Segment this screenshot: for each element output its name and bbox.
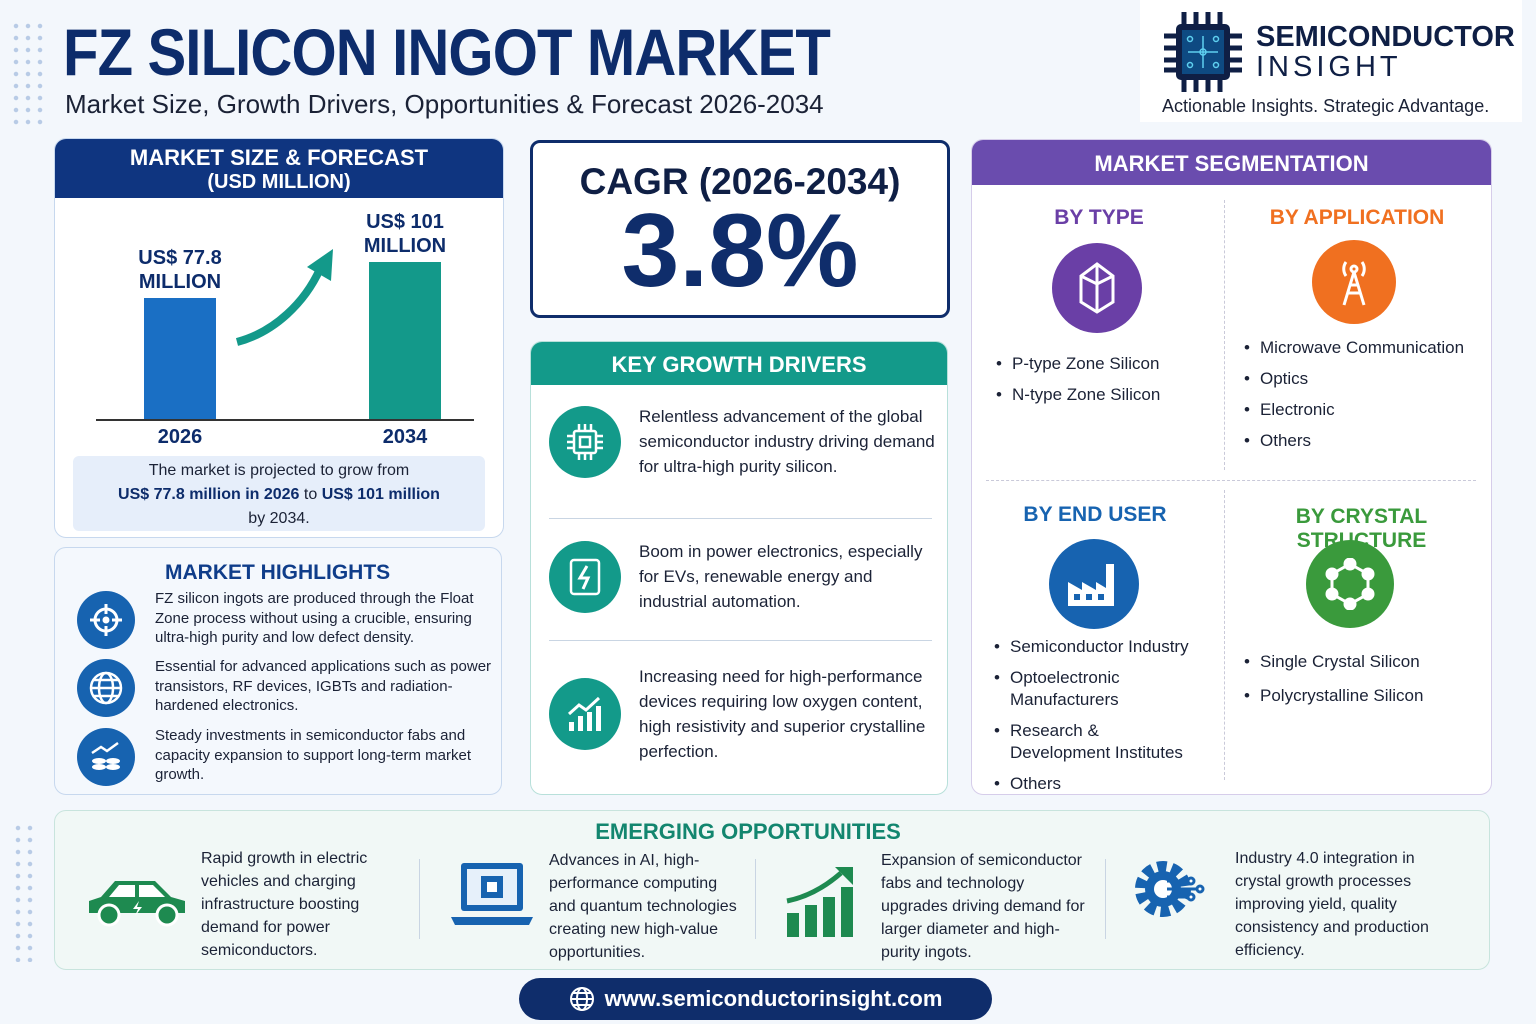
segment-item: N-type Zone Silicon [996,384,1160,406]
segment-item: Semiconductor Industry [994,636,1194,658]
chip-logo-icon [1164,12,1242,92]
power-device-icon [549,540,621,613]
decorative-dots [12,822,36,962]
bar-data-label: US$ 101 MILLION [363,211,447,258]
divider [1105,859,1106,939]
divider [549,518,932,519]
segment-item: Polycrystalline Silicon [1244,685,1423,707]
cagr-label: CAGR (2026-2034) [579,161,901,202]
divider [549,640,932,641]
cagr-value: 3.8% [621,193,859,309]
website-link[interactable]: www.semiconductorinsight.com [519,978,992,1020]
growth-arrow-icon [235,249,333,346]
market-highlights-panel: MARKET HIGHLIGHTS FZ silicon ingots are … [54,547,502,795]
market-segmentation-panel: MARKET SEGMENTATION BY TYPE P-type Zone … [971,139,1492,795]
globe-icon [569,987,594,1011]
chip-icon [549,405,621,478]
electric-car-icon [89,881,185,927]
segment-item: Single Crystal Silicon [1244,651,1423,673]
highlight-item: FZ silicon ingots are produced through t… [77,590,495,649]
page-title: FZ SILICON INGOT MARKET [63,15,831,89]
logo-name: SEMICONDUCTOR INSIGHT [1256,21,1515,83]
segment-item: Optoelectronic Manufacturers [994,667,1184,711]
growth-drivers-panel: KEY GROWTH DRIVERS Relentless advancemen… [530,341,948,795]
by-type-list: P-type Zone Silicon N-type Zone Silicon [996,353,1160,415]
growth-chart-icon [549,678,621,750]
divider [755,859,756,939]
bar-2026 [144,298,216,419]
by-end-user-list: Semiconductor Industry Optoelectronic Ma… [994,636,1194,794]
driver-text: Increasing need for high-performance dev… [639,667,926,761]
investment-growth-icon [77,728,135,786]
divider [986,480,1476,481]
divider [419,859,420,939]
crystal-icon [1052,243,1142,333]
opportunities-title: EMERGING OPPORTUNITIES [595,819,901,844]
factory-icon [1049,539,1139,629]
x-tick-label: 2034 [382,426,428,448]
market-summary: The market is projected to grow from US$… [73,456,485,531]
driver-item: Increasing need for high-performance dev… [549,664,939,764]
opportunity-text: Industry 4.0 integration in crystal grow… [1235,850,1429,959]
gear-circuit-icon [1135,861,1205,917]
laptop-chip-icon [451,863,533,925]
emerging-opportunities-panel: EMERGING OPPORTUNITIES Rapid growth in e… [54,810,1490,970]
market-size-header: MARKET SIZE & FORECAST (USD MILLION) [55,139,503,198]
molecule-icon [1306,540,1394,628]
highlight-item: Steady investments in semiconductor fabs… [77,727,495,786]
segment-item: Electronic [1244,399,1464,421]
segment-item: Others [994,773,1194,794]
segment-item: Others [1244,430,1464,452]
by-application-title: BY APPLICATION [1269,206,1445,229]
cagr-box: CAGR (2026-2034) 3.8% [530,140,950,318]
market-size-panel: MARKET SIZE & FORECAST (USD MILLION) US$ … [54,138,504,538]
highlights-title: MARKET HIGHLIGHTS [165,561,391,584]
globe-icon [77,659,135,717]
driver-item: Relentless advancement of the global sem… [549,404,939,479]
opportunity-text: Advances in AI, high-performance computi… [549,852,737,961]
website-url: www.semiconductorinsight.com [604,986,943,1011]
logo-tagline: Actionable Insights. Strategic Advantage… [1162,96,1490,116]
brand-logo: SEMICONDUCTOR INSIGHT Actionable Insights… [1140,0,1522,122]
highlight-item: Essential for advanced applications such… [77,658,495,717]
highlight-text: Steady investments in semiconductor fabs… [155,727,471,783]
segment-item: Research & Development Institutes [994,720,1194,764]
divider [1224,200,1225,470]
drivers-header: KEY GROWTH DRIVERS [531,342,947,385]
by-crystal-structure-list: Single Crystal Silicon Polycrystalline S… [1244,651,1423,716]
by-type-title: BY TYPE [1054,206,1144,229]
opportunity-text: Expansion of semiconductor fabs and tech… [881,852,1085,961]
segment-item: Optics [1244,368,1464,390]
target-icon [77,591,135,649]
x-tick-label: 2026 [157,426,203,448]
segmentation-header: MARKET SEGMENTATION [972,140,1491,185]
driver-text: Relentless advancement of the global sem… [639,407,935,476]
decorative-dots [10,20,46,130]
page-subtitle: Market Size, Growth Drivers, Opportuniti… [65,89,824,119]
opportunity-text: Rapid growth in electric vehicles and ch… [201,850,368,959]
highlight-text: FZ silicon ingots are produced through t… [155,590,474,646]
antenna-tower-icon [1312,240,1396,324]
driver-item: Boom in power electronics, especially fo… [549,539,939,614]
divider [1224,490,1225,780]
bar-2034 [369,262,441,419]
bar-data-label: US$ 77.8 MILLION [138,247,222,294]
segment-item: Microwave Communication [1244,337,1464,359]
driver-text: Boom in power electronics, especially fo… [639,542,923,611]
market-bar-chart: US$ 77.8 MILLION 2026 US$ 101 MILLION 2034 [55,139,503,459]
chart-baseline [96,419,474,421]
bar-growth-icon [786,867,853,937]
by-end-user-title: BY END USER [1023,503,1167,526]
segment-item: P-type Zone Silicon [996,353,1160,375]
by-application-list: Microwave Communication Optics Electroni… [1244,337,1464,461]
highlight-text: Essential for advanced applications such… [155,658,492,714]
